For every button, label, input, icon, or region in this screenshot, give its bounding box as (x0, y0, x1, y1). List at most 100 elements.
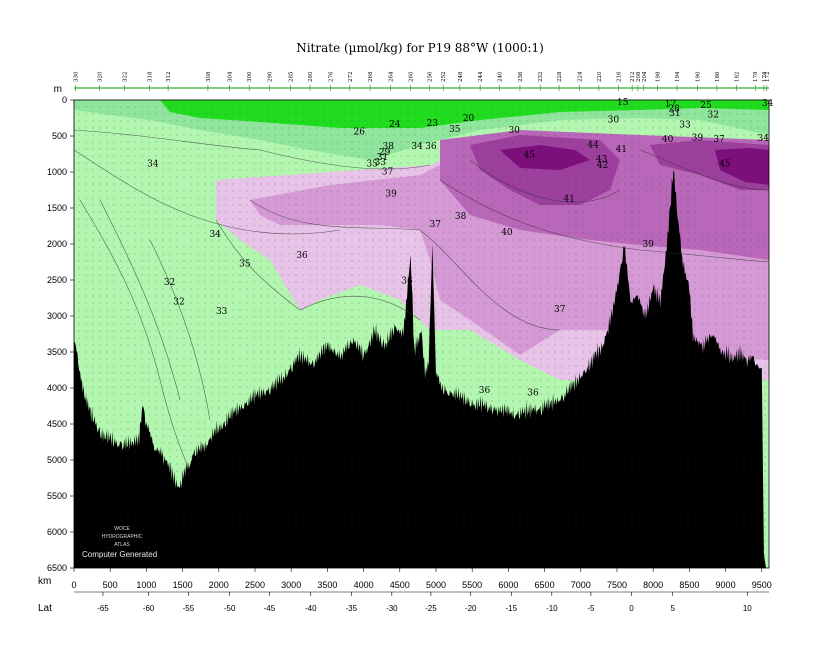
distance-tick-label: 1000 (136, 580, 156, 590)
latitude-axis: -65 -60 -55 -50 -45 -40 -35 -30 -25 -20 -15 -10 -5 0 5… (97, 592, 752, 613)
contour-label: 45 (719, 159, 731, 169)
contour-label: 34 (757, 134, 769, 144)
station-label: 256 (427, 71, 433, 82)
contour-label: 37 (713, 135, 725, 145)
station-label: 216 (616, 71, 622, 82)
distance-tick-label: 6000 (498, 580, 518, 590)
contour-label: 31 (377, 153, 388, 163)
depth-tick-label: 1000 (47, 167, 67, 177)
latitude-tick-label: -20 (465, 604, 477, 613)
latitude-tick-label: -65 (97, 604, 109, 613)
sample-dots (74, 100, 769, 568)
distance-tick-label: 3500 (317, 580, 337, 590)
station-label: 182 (734, 72, 740, 83)
latitude-tick-label: -55 (183, 604, 195, 613)
station-label: 318 (147, 71, 153, 82)
contour-label: 42 (597, 161, 608, 171)
chart-title: Nitrate (µmol/kg) for P19 88°W (1000:1) (296, 41, 544, 55)
latitude-tick-label: -45 (264, 604, 276, 613)
depth-tick-label: 3000 (47, 311, 67, 321)
station-label: 224 (577, 71, 583, 82)
distance-tick-label: 5000 (426, 580, 446, 590)
station-label: 252 (441, 72, 447, 83)
depth-tick-label: 2000 (47, 239, 67, 249)
contour-label: 41 (616, 145, 627, 155)
station-label: 260 (409, 71, 415, 82)
station-label: 236 (518, 71, 524, 82)
latitude-tick-label: -25 (425, 604, 437, 613)
contour-label: 32 (173, 298, 184, 308)
contour-label: 35 (449, 125, 461, 135)
station-label: 268 (368, 71, 374, 82)
depth-unit-label: m (54, 84, 62, 95)
latitude-tick-label: -5 (587, 604, 595, 613)
station-label: 244 (478, 71, 484, 82)
distance-axis: 0 500 1000 1500 2000 2500 3000 3500 4000 4500 5000… (71, 568, 772, 590)
station-label: 264 (388, 71, 394, 82)
depth-tick-label: 4500 (47, 419, 67, 429)
watermark-line-3: ATLAS (114, 542, 130, 548)
station-label: 285 (288, 71, 294, 82)
contour-label: 36 (527, 388, 539, 398)
station-label: 232 (538, 72, 544, 83)
contour-label: 39 (642, 240, 654, 250)
contour-label: 40 (662, 135, 674, 145)
contour-label: 36 (425, 142, 437, 152)
depth-tick-label: 6000 (47, 527, 67, 537)
depth-tick-label: 1500 (47, 203, 67, 213)
station-label: 304 (228, 71, 234, 82)
station-label: 280 (308, 71, 314, 82)
contour-label: 34 (147, 159, 159, 169)
contour-label: 30 (608, 115, 620, 125)
contour-label: 34 (411, 142, 423, 152)
station-label: 330 (73, 71, 79, 82)
contour-label: 37 (430, 220, 442, 230)
depth-tick-label: 4000 (47, 383, 67, 393)
distance-tick-label: 7500 (607, 580, 627, 590)
contour-label: 33 (375, 158, 387, 168)
distance-tick-label: 9500 (752, 580, 772, 590)
station-labels: 330 320 322 318 312 308 304 300 290 285 280 276 272 2… (73, 71, 771, 91)
watermark-line-2: HYDROGRAPHIC (102, 534, 143, 540)
latitude-tick-label: -35 (345, 604, 357, 613)
depth-tick-label: 5000 (47, 455, 67, 465)
station-label: 240 (498, 71, 504, 82)
contour-label: 32 (708, 110, 719, 120)
distance-tick-label: 7000 (571, 580, 591, 590)
contour-label: 41 (563, 195, 574, 205)
computer-generated-label: Computer Generated (82, 550, 157, 559)
contour-label: 32 (164, 278, 175, 288)
plot-frame (73, 99, 770, 569)
contour-label: 44 (587, 141, 599, 151)
contour-label: 35 (367, 159, 379, 169)
distance-tick-label: 3000 (281, 580, 301, 590)
distance-tick-label: 0 (71, 580, 76, 590)
station-label: 320 (97, 71, 103, 82)
contour-label: 38 (455, 212, 467, 222)
station-label: 198 (656, 71, 662, 82)
latitude-tick-label: -15 (505, 604, 517, 613)
distance-unit-label: km (38, 576, 51, 587)
latitude-tick-label: -50 (224, 604, 236, 613)
distance-tick-label: 1500 (173, 580, 193, 590)
latitude-tick-label: 10 (743, 604, 752, 613)
depth-tick-label: 6500 (47, 563, 67, 573)
distance-tick-label: 6500 (535, 580, 555, 590)
contour-label: 15 (617, 98, 629, 108)
station-label: 194 (675, 71, 681, 82)
depth-tick-label: 2500 (47, 275, 67, 285)
station-label: 174 (762, 71, 768, 82)
contour-label: 38 (382, 142, 394, 152)
contour-label: 20 (463, 114, 475, 124)
contour-label: 34 (322, 350, 334, 360)
depth-tick-label: 0 (62, 95, 67, 105)
station-label: 208 (636, 71, 642, 82)
contour-label: 33 (679, 120, 691, 130)
contour-label: 33 (216, 307, 228, 317)
depth-axis: 0 500 1000 1500 2000 2500 3000 3500 4000 4500 5000… (47, 95, 74, 573)
depth-tick-label: 3500 (47, 347, 67, 357)
station-label: 290 (267, 71, 273, 82)
